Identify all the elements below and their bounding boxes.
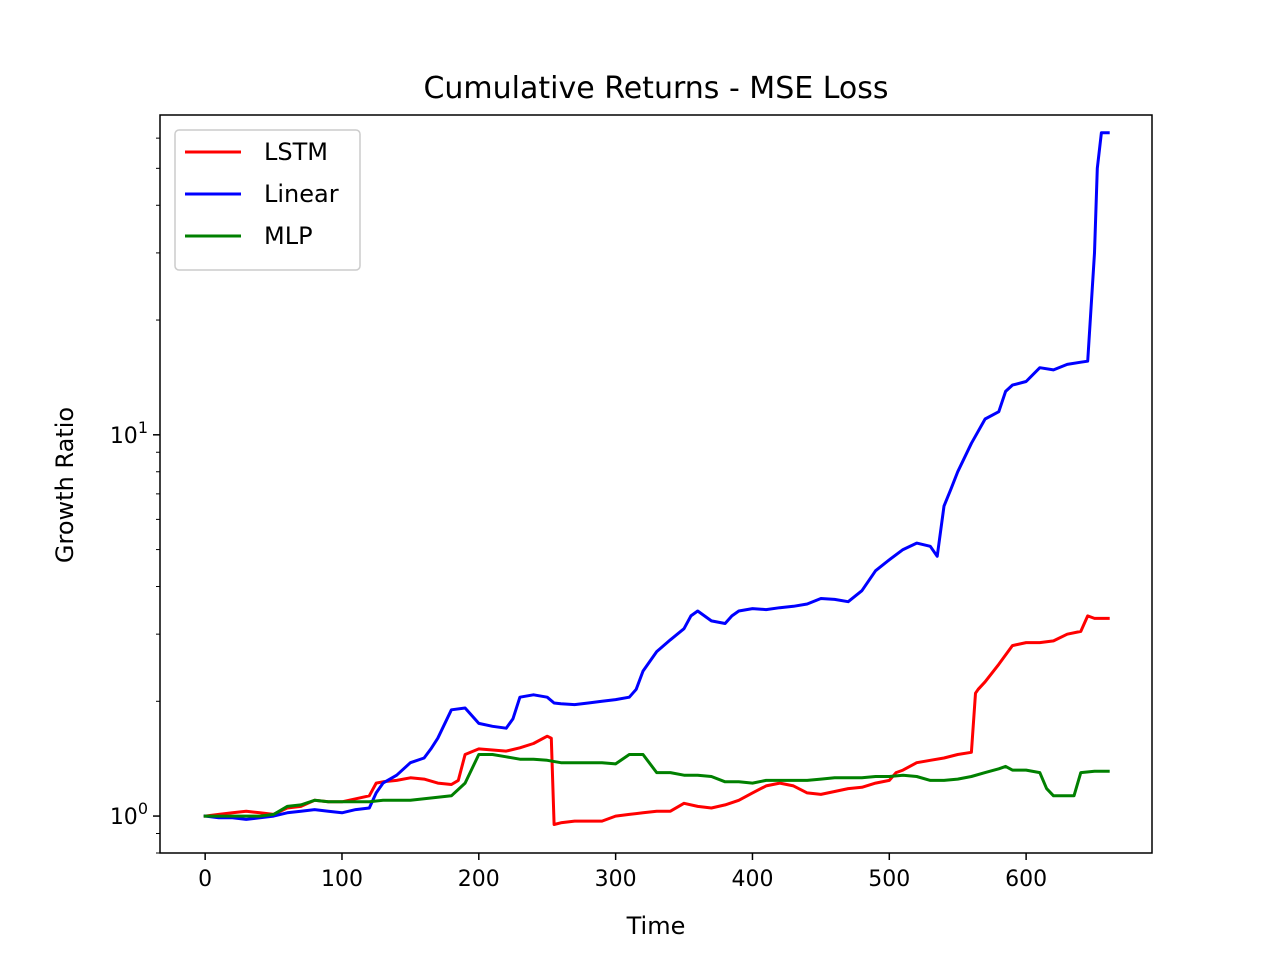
x-tick-label: 200 [458, 867, 500, 892]
chart-title: Cumulative Returns - MSE Loss [423, 71, 888, 106]
y-tick-label-base: 10 [110, 424, 138, 449]
y-tick-label-base: 10 [110, 805, 138, 830]
legend: LSTM Linear MLP [174, 129, 361, 271]
y-tick-label: 101 [110, 418, 148, 449]
series-line-lstm [203, 614, 1110, 826]
legend-label-lstm: LSTM [264, 138, 328, 166]
y-axis-label: Growth Ratio [51, 407, 79, 563]
x-tick-label: 0 [198, 867, 212, 892]
x-tick-label: 600 [1005, 867, 1047, 892]
y-tick-label: 100 [110, 799, 148, 830]
series-line-mlp [203, 753, 1110, 818]
y-tick-label-exponent: 1 [138, 418, 148, 437]
legend-label-linear: Linear [264, 180, 339, 208]
x-axis: 0 100 200 300 400 500 600 [198, 853, 1047, 892]
x-axis-label: Time [626, 912, 686, 940]
x-tick-label: 500 [868, 867, 910, 892]
x-tick-label: 100 [321, 867, 363, 892]
series-layer [203, 131, 1110, 826]
x-tick-label: 300 [595, 867, 637, 892]
legend-label-mlp: MLP [264, 222, 313, 250]
plot-frame [159, 114, 1153, 854]
x-tick-label: 400 [731, 867, 773, 892]
y-tick-label-exponent: 0 [138, 799, 148, 818]
